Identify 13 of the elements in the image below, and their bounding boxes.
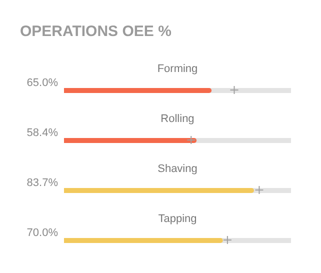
y-tick-label: Rolling	[160, 113, 194, 125]
y-tick-label: Shaving	[158, 163, 198, 175]
data-label: 70.0%	[26, 227, 58, 239]
data-label: 58.4%	[26, 127, 58, 139]
point	[230, 86, 239, 94]
point	[254, 186, 264, 194]
point	[222, 236, 232, 244]
chart-title: OPERATIONS OEE %	[20, 23, 172, 40]
data-label: 83.7%	[26, 177, 58, 189]
y-tick-label: Forming	[157, 63, 198, 75]
point	[186, 136, 196, 144]
y-tick-label: Tapping	[158, 213, 197, 225]
data-label: 65.0%	[26, 77, 58, 89]
